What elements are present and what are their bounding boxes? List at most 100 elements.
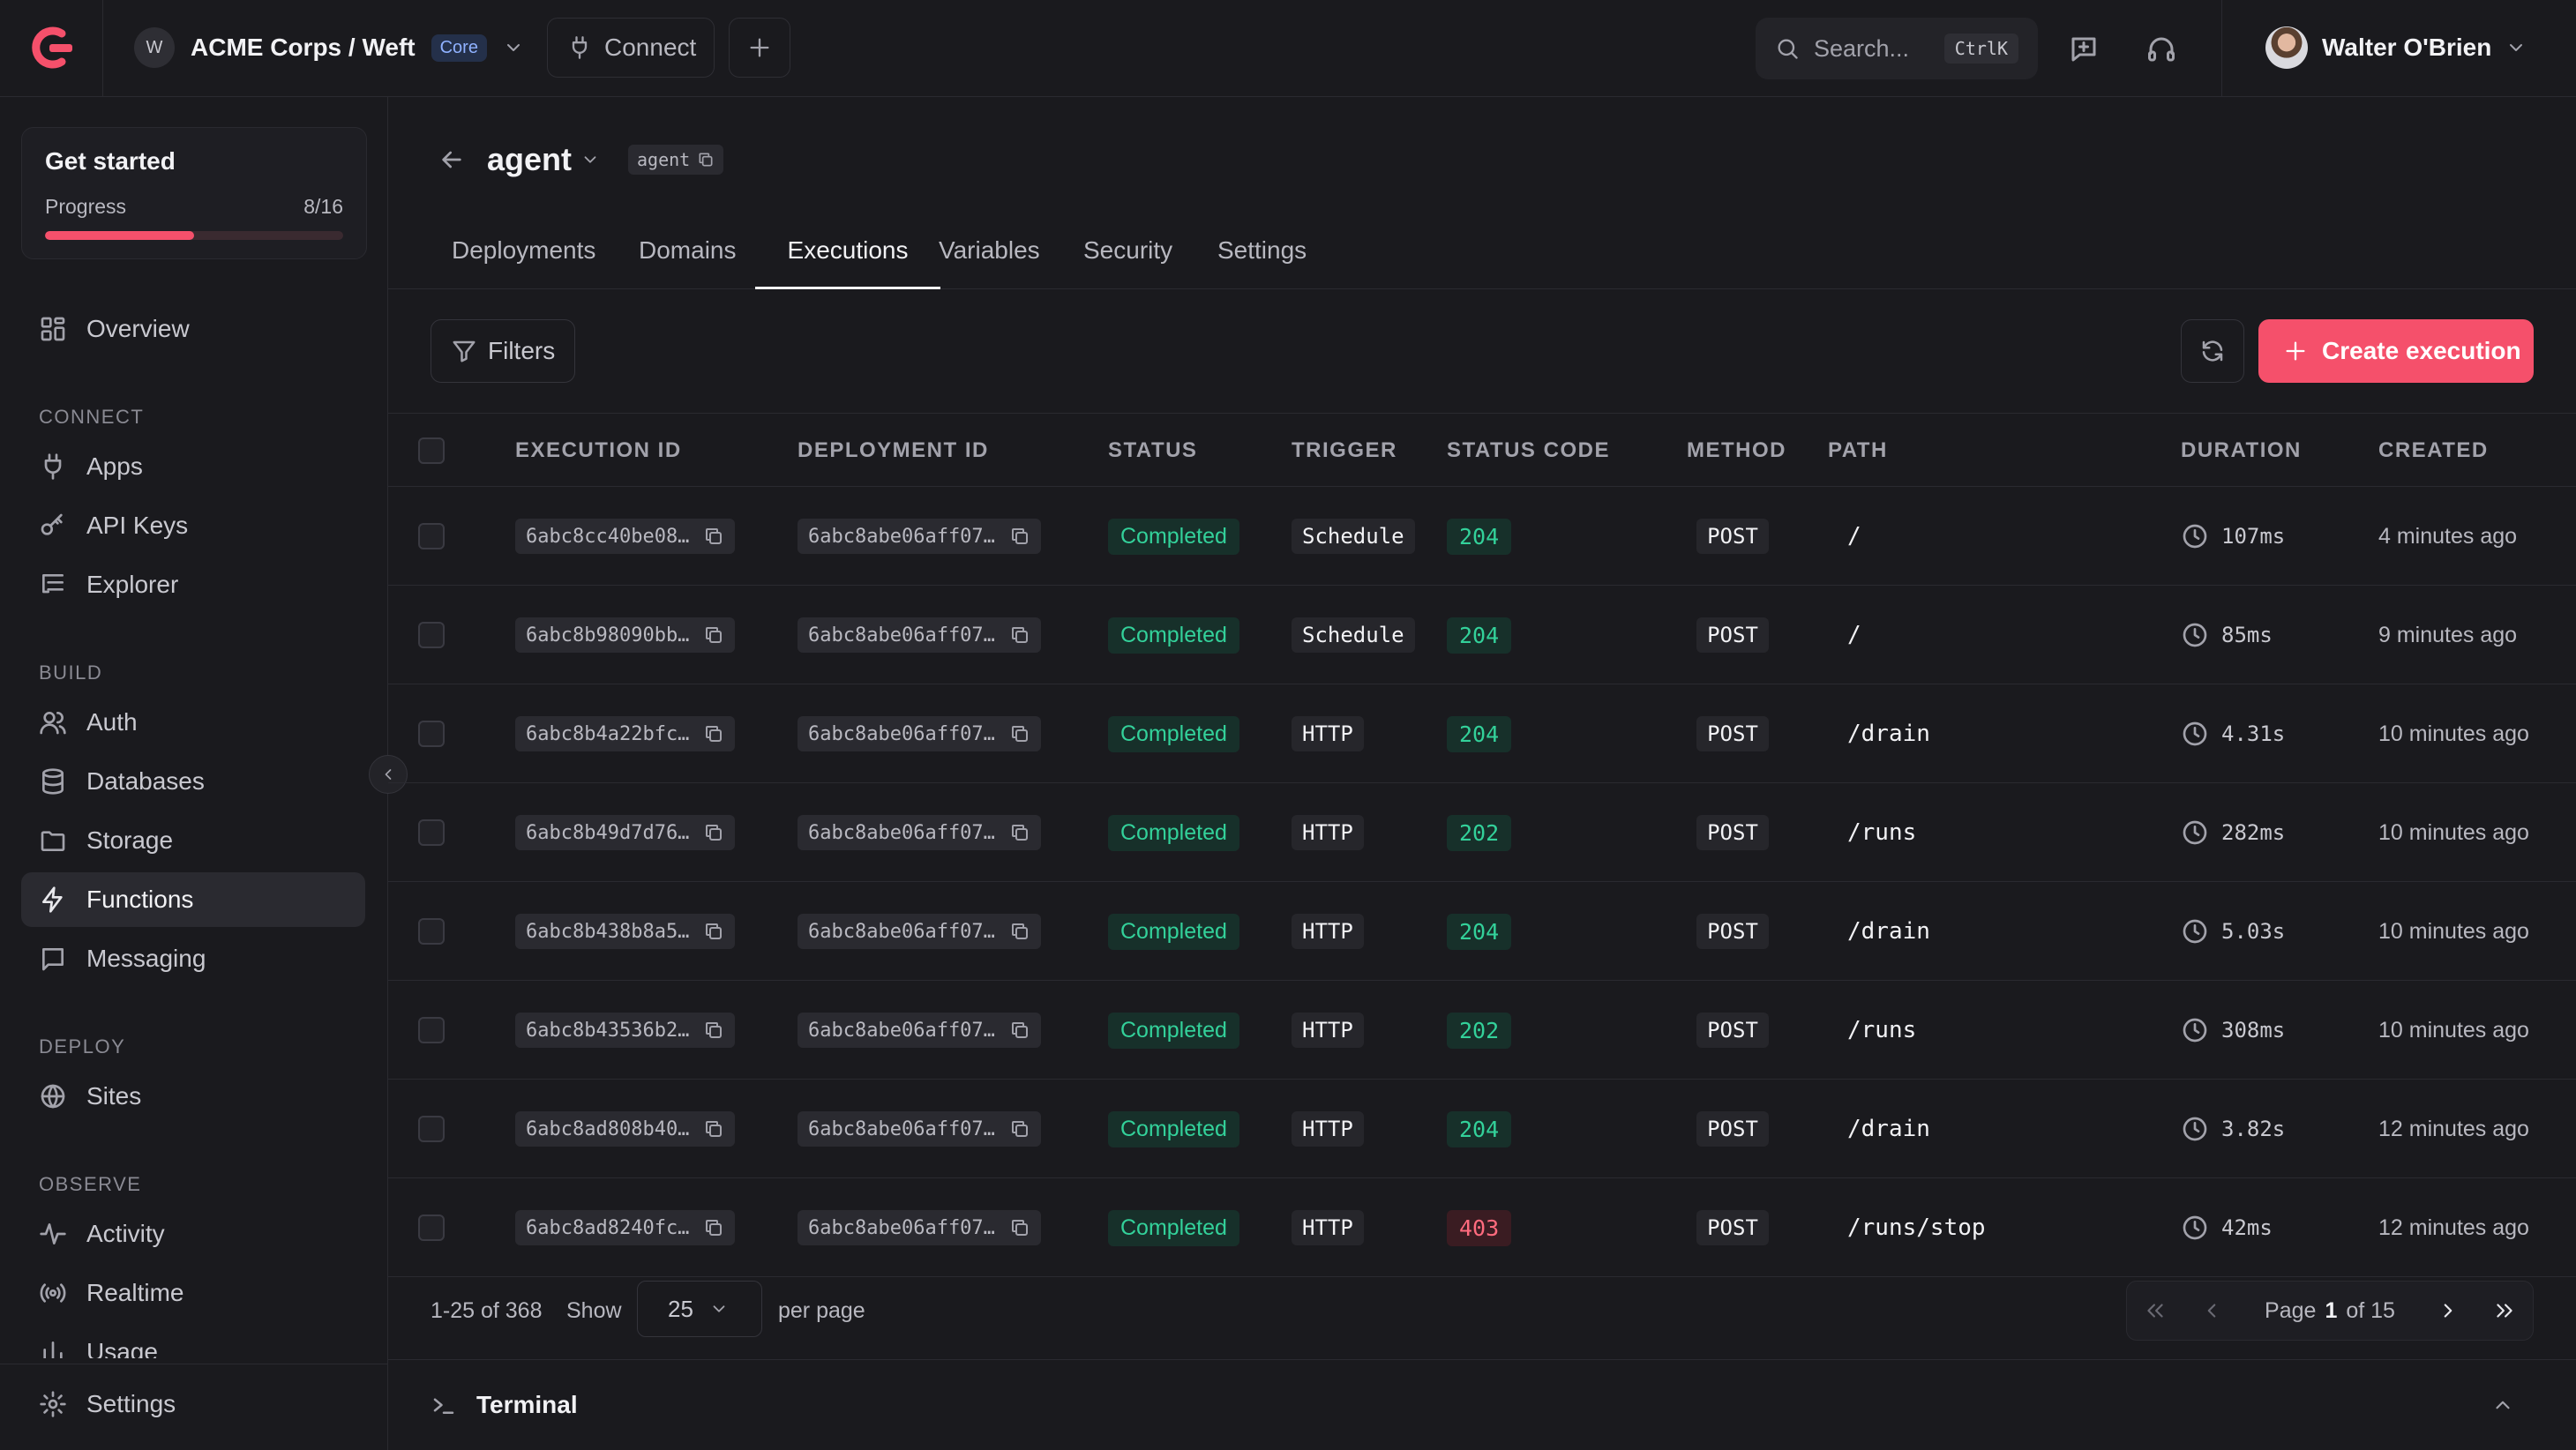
last-page-button[interactable] (2476, 1281, 2533, 1341)
execution-id-chip[interactable]: 6abc8b43536b2… (515, 1013, 736, 1048)
deployment-id-chip[interactable]: 6abc8abe06aff07… (798, 1210, 1041, 1245)
row-checkbox[interactable] (418, 1215, 445, 1241)
execution-id-chip[interactable]: 6abc8ad808b40… (515, 1111, 736, 1147)
table-row[interactable]: 6abc8ad808b40… 6abc8abe06aff07… Completed H… (388, 1080, 2576, 1178)
deployment-id-chip[interactable]: 6abc8abe06aff07… (798, 519, 1041, 554)
sidebar-item-activity[interactable]: Activity (21, 1207, 365, 1261)
deployment-id-chip[interactable]: 6abc8abe06aff07… (798, 914, 1041, 949)
row-checkbox[interactable] (418, 721, 445, 747)
execution-id-chip[interactable]: 6abc8cc40be08… (515, 519, 736, 554)
path-text: /runs (1847, 819, 1917, 846)
terminal-panel[interactable]: Terminal (388, 1360, 2576, 1450)
sidebar-item-api-keys[interactable]: API Keys (21, 498, 365, 553)
row-checkbox[interactable] (418, 1116, 445, 1142)
bar-chart-icon (43, 1342, 63, 1358)
connect-button[interactable]: Connect (547, 18, 715, 78)
chevron-up-icon[interactable] (2491, 1394, 2514, 1416)
row-checkbox[interactable] (418, 918, 445, 945)
create-execution-button[interactable]: Create execution (2258, 319, 2534, 383)
col-path[interactable]: PATH (1828, 438, 1888, 462)
created-time: 4 minutes ago (2378, 523, 2518, 549)
sidebar-collapse-button[interactable] (369, 755, 408, 794)
app-logo-icon[interactable] (26, 25, 76, 71)
plus-icon (750, 38, 769, 57)
headset-icon[interactable] (2145, 34, 2177, 65)
row-checkbox[interactable] (418, 819, 445, 846)
execution-id-chip[interactable]: 6abc8b98090bb… (515, 617, 736, 653)
col-trigger[interactable]: TRIGGER (1292, 438, 1397, 462)
row-checkbox[interactable] (418, 1017, 445, 1043)
deployment-id-chip[interactable]: 6abc8abe06aff07… (798, 617, 1041, 653)
table-row[interactable]: 6abc8cc40be08… 6abc8abe06aff07… Completed S… (388, 487, 2576, 586)
tab-variables[interactable]: Variables (939, 236, 1040, 264)
next-page-button[interactable] (2420, 1281, 2476, 1341)
created-time: 12 minutes ago (2378, 1215, 2529, 1240)
sidebar-item-settings[interactable]: Settings (21, 1377, 365, 1431)
deployment-id-chip[interactable]: 6abc8abe06aff07… (798, 1013, 1041, 1048)
execution-id-chip[interactable]: 6abc8ad8240fc… (515, 1210, 736, 1245)
execution-id-chip[interactable]: 6abc8b4a22bfc… (515, 716, 736, 751)
col-created[interactable]: CREATED (2378, 438, 2489, 462)
org-switcher[interactable]: W ACME Corps / Weft Core (134, 27, 524, 68)
table-row[interactable]: 6abc8b98090bb… 6abc8abe06aff07… Completed S… (388, 586, 2576, 684)
status-badge: Completed (1108, 1012, 1239, 1049)
execution-id-chip[interactable]: 6abc8b49d7d76… (515, 815, 736, 850)
table-row[interactable]: 6abc8b49d7d76… 6abc8abe06aff07… Completed H… (388, 783, 2576, 882)
execution-id-chip[interactable]: 6abc8b438b8a5… (515, 914, 736, 949)
sidebar-item-label: Sites (86, 1082, 142, 1110)
list-tree-icon (42, 574, 64, 594)
sidebar-item-overview[interactable]: Overview (21, 302, 365, 356)
method-badge: POST (1696, 617, 1769, 653)
sidebar-item-auth[interactable]: Auth (21, 695, 365, 750)
refresh-icon (2202, 340, 2223, 362)
sidebar-item-apps[interactable]: Apps (21, 439, 365, 494)
search-input[interactable]: Search... CtrlK (1756, 18, 2038, 79)
sidebar-item-usage[interactable]: Usage (21, 1334, 365, 1358)
tab-deployments[interactable]: Deployments (452, 236, 596, 264)
tab-domains[interactable]: Domains (639, 236, 737, 264)
sidebar-item-sites[interactable]: Sites (21, 1069, 365, 1124)
deployment-id-chip[interactable]: 6abc8abe06aff07… (798, 716, 1041, 751)
sidebar-item-storage[interactable]: Storage (21, 813, 365, 868)
page-title[interactable]: agent (487, 141, 573, 177)
col-deployment-id[interactable]: DEPLOYMENT ID (798, 438, 989, 462)
chevron-left-icon (385, 769, 392, 780)
deployment-id-chip[interactable]: 6abc8abe06aff07… (798, 1111, 1041, 1147)
per-page-select[interactable]: 25 (637, 1281, 762, 1337)
first-page-button[interactable] (2127, 1281, 2183, 1341)
table-row[interactable]: 6abc8ad8240fc… 6abc8abe06aff07… Completed H… (388, 1178, 2576, 1277)
col-status-code[interactable]: STATUS CODE (1447, 438, 1610, 462)
col-execution-id[interactable]: EXECUTION ID (515, 438, 682, 462)
table-row[interactable]: 6abc8b43536b2… 6abc8abe06aff07… Completed H… (388, 981, 2576, 1080)
feedback-icon[interactable] (2068, 34, 2100, 65)
table-row[interactable]: 6abc8b438b8a5… 6abc8abe06aff07… Completed H… (388, 882, 2576, 981)
sidebar-item-label: Settings (86, 1390, 176, 1417)
sidebar-item-messaging[interactable]: Messaging (21, 931, 365, 986)
add-button[interactable] (729, 18, 790, 78)
col-status[interactable]: STATUS (1108, 438, 1198, 462)
tab-settings[interactable]: Settings (1217, 236, 1307, 264)
prev-page-button[interactable] (2183, 1281, 2240, 1341)
sidebar-item-databases[interactable]: Databases (21, 754, 365, 809)
col-duration[interactable]: DURATION (2181, 438, 2302, 462)
filters-button[interactable]: Filters (431, 319, 575, 383)
sidebar-item-functions[interactable]: Functions (21, 872, 365, 927)
sidebar-item-realtime[interactable]: Realtime (21, 1266, 365, 1320)
tab-executions[interactable]: Executions (755, 226, 940, 289)
chevron-down-icon[interactable] (580, 150, 600, 169)
back-arrow-icon[interactable] (438, 146, 466, 174)
get-started-card[interactable]: Get started Progress 8/16 (21, 127, 367, 259)
copy-icon (706, 528, 723, 544)
select-all-checkbox[interactable] (418, 437, 445, 464)
function-id-chip[interactable]: agent (628, 145, 724, 175)
tab-security[interactable]: Security (1083, 236, 1173, 264)
table-row[interactable]: 6abc8b4a22bfc… 6abc8abe06aff07… Completed H… (388, 684, 2576, 783)
trigger-badge: HTTP (1292, 1013, 1364, 1048)
col-method[interactable]: METHOD (1687, 438, 1786, 462)
refresh-button[interactable] (2181, 319, 2244, 383)
row-checkbox[interactable] (418, 622, 445, 648)
deployment-id-chip[interactable]: 6abc8abe06aff07… (798, 815, 1041, 850)
user-menu[interactable]: Walter O'Brien (2265, 25, 2527, 71)
sidebar-item-explorer[interactable]: Explorer (21, 557, 365, 612)
row-checkbox[interactable] (418, 523, 445, 549)
